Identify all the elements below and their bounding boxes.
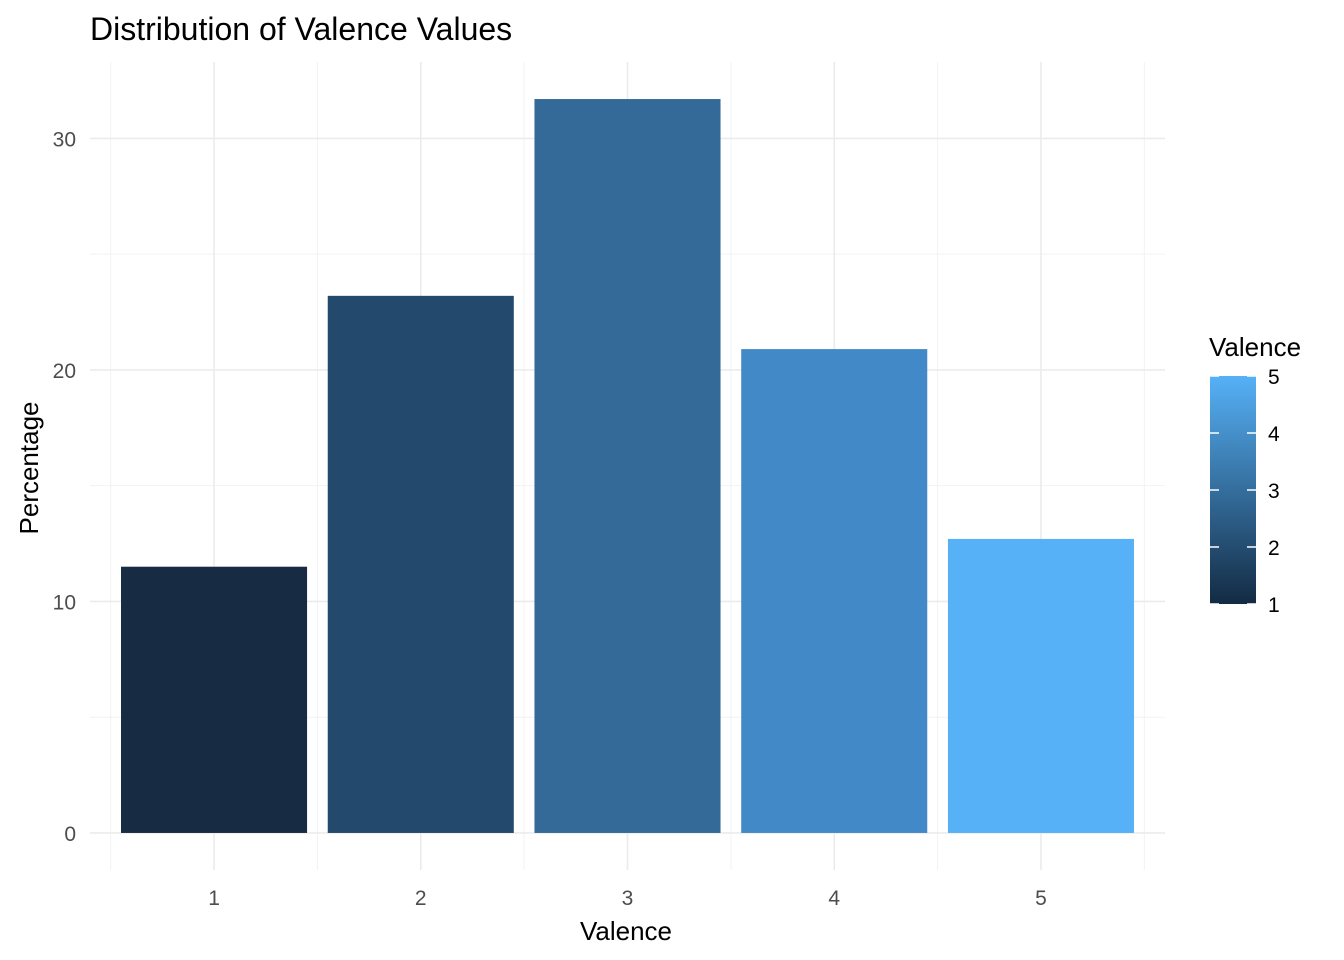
bar-valence-5 [947, 538, 1134, 833]
x-tick-label: 4 [828, 887, 840, 910]
bar-valence-1 [121, 566, 308, 833]
bar-valence-2 [327, 295, 514, 833]
bar-valence-3 [534, 99, 721, 833]
y-axis-tick-labels: 0 10 20 30 [53, 128, 76, 846]
legend-tick-label: 5 [1268, 366, 1280, 389]
x-tick-label: 5 [1035, 887, 1047, 910]
x-tick-label: 2 [415, 887, 427, 910]
legend-tick-label: 2 [1268, 537, 1280, 560]
x-tick-label: 1 [208, 887, 220, 910]
legend-tick-label: 1 [1268, 594, 1280, 617]
x-axis-tick-labels: 1 2 3 4 5 [208, 887, 1047, 910]
legend-tick-label: 4 [1268, 423, 1280, 446]
y-axis-title: Percentage [14, 402, 44, 535]
y-tick-label: 20 [53, 360, 76, 383]
y-tick-label: 0 [64, 823, 76, 846]
bars [121, 99, 1134, 833]
y-tick-label: 10 [53, 591, 76, 614]
x-axis-title: Valence [580, 916, 672, 946]
y-tick-label: 30 [53, 128, 76, 151]
x-tick-label: 3 [622, 887, 634, 910]
chart-title: Distribution of Valence Values [90, 11, 512, 47]
legend-title: Valence [1209, 332, 1301, 362]
bar-valence-4 [741, 349, 928, 833]
legend-tick-label: 3 [1268, 480, 1280, 503]
legend-ticks: 1 2 3 4 5 [1210, 366, 1280, 617]
legend: Valence 1 2 3 4 5 [1209, 332, 1301, 617]
